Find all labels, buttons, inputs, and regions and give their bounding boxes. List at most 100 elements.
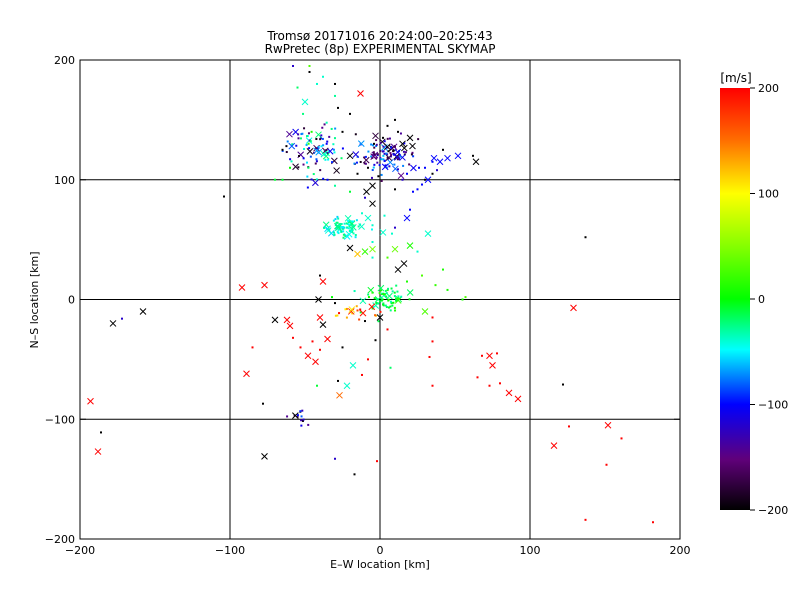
data-point-dot: [323, 123, 326, 126]
data-point-dot: [296, 86, 299, 89]
data-point-x: [87, 397, 94, 405]
data-point-dot: [289, 166, 291, 169]
data-point-x: [349, 362, 357, 369]
data-point-dot: [371, 307, 374, 310]
data-point-dot: [295, 144, 298, 147]
data-point-dot: [395, 284, 398, 287]
data-point-dot: [322, 177, 325, 180]
data-point-x: [410, 164, 417, 172]
data-point-dot: [376, 161, 379, 164]
data-point-x: [369, 200, 376, 208]
data-point-dot: [303, 147, 306, 150]
colorbar-tick-label: −200: [758, 504, 788, 517]
data-point-dot: [403, 142, 406, 145]
data-point-dot: [340, 157, 343, 160]
data-point-dot: [385, 152, 388, 155]
data-point-dot: [328, 228, 331, 231]
x-tick-label: 0: [377, 544, 384, 557]
data-point-dot: [291, 143, 294, 146]
data-point-dot: [335, 221, 338, 224]
data-point-dot: [397, 295, 400, 298]
data-point-dot: [354, 234, 357, 237]
data-point-x: [403, 214, 411, 222]
data-point-x: [319, 278, 327, 285]
data-point-dot: [299, 410, 302, 413]
data-point-x: [243, 370, 250, 378]
data-point-dot: [334, 94, 336, 97]
data-point-dot: [351, 225, 354, 228]
data-point-dot: [354, 133, 357, 136]
data-point-dot: [340, 222, 343, 225]
data-point-dot: [382, 145, 385, 148]
data-point-dot: [349, 190, 351, 193]
data-point-x: [604, 421, 612, 429]
data-point-dot: [352, 220, 355, 223]
y-tick-label: −100: [45, 413, 75, 426]
data-point-dot: [389, 305, 392, 308]
data-point-dot: [334, 314, 337, 317]
data-point-dot: [286, 415, 289, 418]
data-point-dot: [431, 160, 434, 163]
data-point-dot: [350, 220, 353, 223]
data-point-dot: [302, 112, 305, 115]
data-point-x: [424, 176, 432, 184]
x-tick-label: −100: [215, 544, 245, 557]
data-point-x: [397, 172, 405, 180]
data-point-dot: [402, 164, 405, 167]
data-point-dot: [345, 307, 348, 310]
data-point-dot: [392, 150, 395, 153]
data-point-dot: [388, 137, 391, 140]
data-point-dot: [289, 158, 292, 161]
data-point-dot: [342, 227, 345, 230]
data-point-dot: [342, 233, 345, 236]
data-point-x: [394, 148, 402, 156]
data-point-dot: [372, 306, 375, 309]
data-point-dot: [379, 150, 382, 153]
data-point-dot: [311, 340, 314, 343]
data-point-dot: [446, 288, 449, 291]
data-point-dot: [431, 172, 434, 175]
data-point-x: [406, 134, 414, 142]
data-point-dot: [412, 155, 415, 158]
data-point-dot: [370, 228, 373, 231]
data-point-dot: [416, 188, 419, 191]
data-point-x: [379, 229, 387, 236]
data-point-dot: [387, 150, 390, 153]
data-point-dot: [382, 293, 385, 296]
data-point-x: [324, 225, 331, 233]
data-point-dot: [382, 136, 384, 139]
data-point-dot: [375, 145, 378, 148]
data-point-dot: [389, 155, 392, 158]
x-axis-ticks: −200 −100 0 100 200: [65, 60, 691, 557]
data-point-x: [271, 316, 279, 324]
data-point-x: [286, 130, 293, 138]
data-point-dot: [367, 166, 369, 169]
data-point-x: [369, 245, 376, 253]
data-point-dot: [389, 300, 392, 303]
data-point-dot: [384, 164, 387, 167]
data-point-dot: [408, 298, 411, 301]
data-point-dot: [568, 425, 570, 428]
data-point-dot: [359, 308, 362, 311]
data-point-dot: [436, 169, 438, 172]
data-point-dot: [346, 222, 349, 225]
data-point-dot: [393, 306, 396, 309]
data-point-dot: [320, 145, 323, 148]
data-point-dot: [281, 149, 284, 152]
data-point-x: [376, 314, 384, 321]
data-point-dot: [376, 460, 378, 463]
data-point-dot: [349, 226, 352, 229]
data-point-dot: [395, 299, 398, 302]
data-point-dot: [342, 236, 345, 239]
colorbar-tick-label: 200: [758, 82, 779, 95]
data-point-x: [424, 230, 432, 237]
data-point-dot: [385, 295, 388, 298]
data-point-dot: [391, 232, 393, 235]
data-point-x: [391, 245, 399, 253]
data-point-dot: [408, 163, 411, 166]
data-point-dot: [297, 137, 300, 140]
data-point-x: [261, 453, 268, 460]
data-point-dot: [442, 268, 444, 271]
data-point-dot: [364, 320, 366, 323]
